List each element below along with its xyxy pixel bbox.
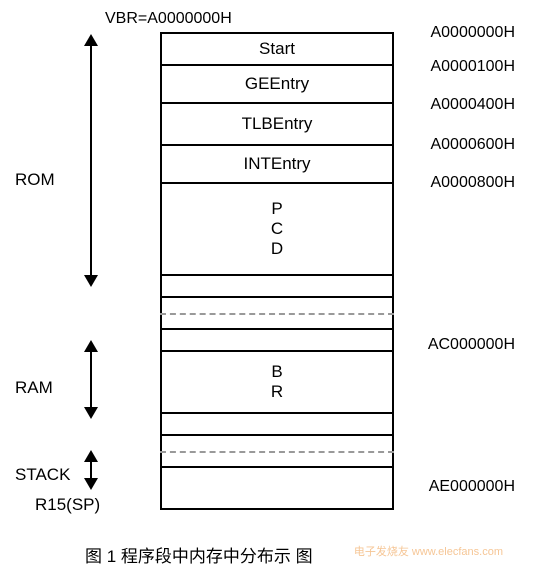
vbr-label: VBR=A0000000H [105, 10, 232, 28]
addr-a3: A0000600H [430, 136, 515, 154]
block-label: P [271, 199, 282, 219]
arrow-rom-line [90, 44, 92, 275]
block-br: BR [162, 352, 392, 414]
block-start: Start [162, 34, 392, 66]
addr-a6: AE000000H [429, 478, 515, 496]
block-ram-top [162, 330, 392, 352]
arrow-stack-line [90, 460, 92, 478]
block-gap1 [162, 298, 392, 330]
addr-a0: A0000000H [430, 24, 515, 42]
block-ram-pad [162, 414, 392, 436]
block-tlbentry: TLBEntry [162, 104, 392, 146]
block-gap2 [162, 436, 392, 468]
block-label: Start [259, 39, 295, 59]
addr-a1: A0000100H [430, 58, 515, 76]
block-geentry: GEEntry [162, 66, 392, 104]
addr-a2: A0000400H [430, 96, 515, 114]
region-sp: R15(SP) [35, 495, 100, 515]
block-label: GEEntry [245, 74, 309, 94]
region-rom: ROM [15, 170, 55, 190]
block-label: TLBEntry [242, 114, 313, 134]
addr-a4: A0000800H [430, 174, 515, 192]
block-label: D [271, 239, 283, 259]
arrow-ram-line [90, 350, 92, 407]
watermark: 电子发烧友 www.elecfans.com [354, 543, 503, 559]
arrow-ram-down [84, 407, 98, 419]
block-intentry: INTEntry [162, 146, 392, 184]
arrow-rom-down [84, 275, 98, 287]
figure-caption: 图 1 程序段中内存中分布示 图 [85, 542, 313, 567]
memory-column: Start GEEntry TLBEntry INTEntry PCD BR [160, 32, 394, 510]
block-label: INTEntry [243, 154, 310, 174]
block-rom-pad [162, 276, 392, 298]
arrow-stack-down [84, 478, 98, 490]
block-stack [162, 468, 392, 510]
block-label: B [271, 362, 282, 382]
block-label: R [271, 382, 283, 402]
block-pcd: PCD [162, 184, 392, 276]
block-label: C [271, 219, 283, 239]
region-ram: RAM [15, 378, 53, 398]
addr-a5: AC000000H [428, 336, 515, 354]
memory-layout-diagram: VBR=A0000000H Start GEEntry TLBEntry INT… [10, 10, 533, 569]
region-stack: STACK [15, 465, 70, 485]
